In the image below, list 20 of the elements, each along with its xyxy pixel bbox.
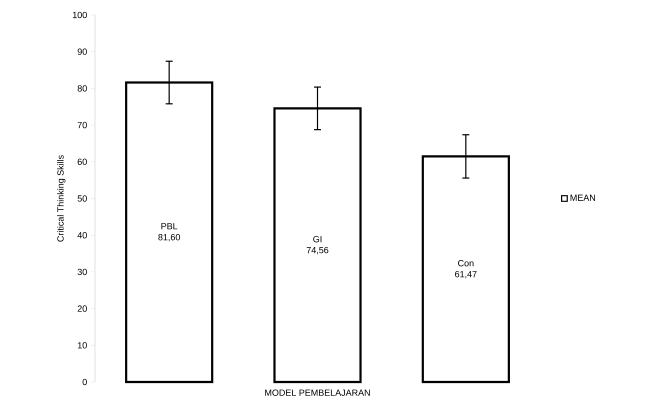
x-tick-label: PBL (161, 223, 178, 230)
x-tick-label: GI (313, 236, 322, 242)
data-label: 74,56 (306, 246, 328, 254)
x-axis-title: MODEL PEMBELAJARAN (265, 390, 370, 396)
data-label: 61,47 (455, 270, 477, 278)
y-tick-label: 60 (78, 158, 87, 165)
y-tick-label: 10 (78, 342, 87, 348)
y-tick-label: 90 (78, 48, 87, 55)
y-tick-label: 20 (78, 305, 87, 312)
y-tick-label: 0 (82, 378, 87, 386)
y-axis-title: Critical Thinking Skills (57, 155, 66, 242)
y-tick-label: 40 (77, 232, 87, 238)
y-tick-label: 70 (78, 122, 87, 128)
legend-label: MEAN (570, 194, 596, 201)
data-label: 81,60 (158, 234, 180, 242)
y-tick-label: 50 (78, 195, 87, 202)
y-tick-label: 100 (72, 12, 87, 18)
x-tick-label: Con (458, 260, 474, 266)
y-tick-label: 80 (78, 85, 87, 92)
y-tick-label: 30 (78, 268, 87, 276)
